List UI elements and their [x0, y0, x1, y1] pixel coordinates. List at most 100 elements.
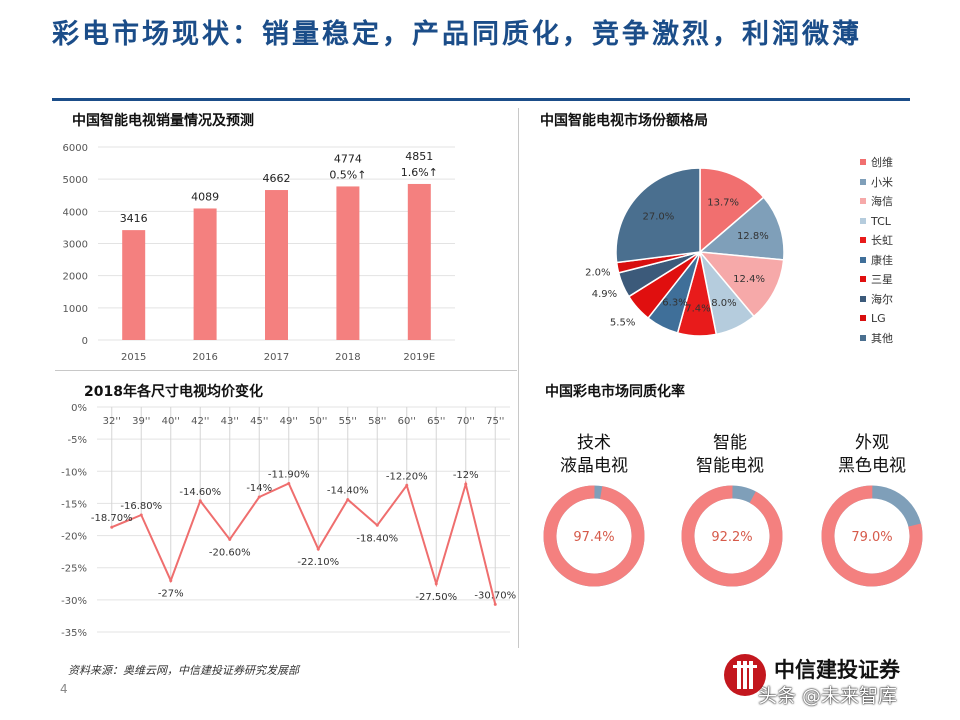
legend-item: 创维	[860, 156, 893, 170]
share-chart-title: 中国智能电视市场份额格局	[540, 113, 708, 129]
slice-label: 12.8%	[737, 231, 769, 242]
ring-value-label: 97.4%	[573, 530, 614, 545]
legend-label: 其他	[871, 331, 893, 345]
market-share-pie-chart: 13.7% 12.8% 12.4% 8.0%7.4%6.3% 5.5% 4.9% 2.0% 2…	[585, 167, 785, 337]
y-tick-label: 4000	[63, 207, 88, 218]
legend-swatch	[860, 198, 866, 204]
data-label: -27.50%	[415, 592, 457, 603]
data-label: -27%	[158, 589, 184, 600]
page-title: 彩电市场现状：销量稳定，产品同质化，竞争激烈，利润微薄	[52, 19, 862, 50]
legend-item: LG	[860, 312, 886, 326]
sales-chart-title: 中国智能电视销量情况及预测	[72, 113, 254, 129]
legend-label: TCL	[871, 214, 891, 228]
y-tick-label: -10%	[61, 467, 87, 478]
line-point	[287, 482, 291, 485]
line-point	[493, 602, 497, 606]
line-point	[375, 523, 379, 527]
bar	[407, 183, 431, 340]
slice-label: 13.7%	[707, 198, 739, 209]
ring-2-subject: 智能电视	[696, 456, 764, 476]
ring-arc	[681, 485, 783, 587]
homogenization-chart-title: 中国彩电市场同质化率	[545, 384, 685, 400]
vertical-divider	[518, 108, 519, 648]
data-label: -20.60%	[209, 547, 251, 558]
page-number: 4	[60, 682, 68, 696]
data-label: 4774	[334, 152, 362, 165]
legend-swatch	[860, 315, 866, 321]
legend-swatch	[860, 159, 866, 165]
line-point	[169, 579, 173, 583]
legend-item: 长虹	[860, 234, 893, 248]
line-point	[316, 547, 320, 551]
line-point	[139, 513, 143, 517]
legend-label: 康佳	[871, 253, 893, 267]
data-label: -14.60%	[179, 487, 221, 498]
data-label: -22.10%	[297, 557, 339, 568]
line-point	[228, 537, 232, 541]
slice-label: 7.4%	[685, 303, 710, 314]
y-tick-label: 2000	[63, 272, 88, 283]
data-label: -18.40%	[356, 533, 398, 544]
x-tick-label: 2019E	[403, 352, 435, 363]
slice-label: 6.3%	[662, 297, 687, 308]
line-point	[198, 499, 202, 503]
line-point	[346, 498, 350, 502]
data-label: 3416	[120, 212, 148, 225]
x-tick-label: 60''	[398, 416, 416, 427]
data-label: -14%	[246, 483, 272, 494]
x-tick-label: 40''	[162, 416, 180, 427]
line-point	[434, 582, 438, 586]
x-tick-label: 75''	[486, 416, 504, 427]
data-label: -16.80%	[120, 501, 162, 512]
x-tick-label: 43''	[221, 416, 239, 427]
pie-slice	[698, 196, 785, 261]
company-logo-icon	[724, 654, 766, 696]
ring-value-label: 92.2%	[711, 530, 752, 545]
bar	[265, 190, 288, 340]
data-label: -11.90%	[268, 470, 310, 481]
legend-item: 其他	[860, 332, 893, 346]
x-tick-label: 2017	[264, 352, 289, 363]
x-tick-label: 55''	[339, 416, 357, 427]
x-tick-label: 2016	[192, 352, 217, 363]
x-tick-label: 50''	[309, 416, 327, 427]
y-tick-label: 1000	[63, 304, 88, 315]
y-tick-label: 0%	[71, 403, 87, 414]
bar	[122, 230, 146, 340]
data-label: -14.40%	[327, 486, 369, 497]
legend-item: 海信	[860, 195, 893, 209]
legend-swatch	[860, 217, 866, 224]
data-label: -30.70%	[474, 590, 516, 601]
line-point	[110, 525, 114, 529]
legend-label: 三星	[871, 273, 893, 286]
data-label: -18.70%	[91, 513, 133, 524]
price-change-line	[111, 480, 497, 605]
pie-slice	[698, 251, 785, 318]
y-tick-label: -15%	[61, 499, 87, 510]
line-point	[464, 482, 468, 486]
x-tick-label: 32''	[103, 416, 121, 427]
watermark: 头条 @未来智库	[758, 685, 898, 707]
y-tick-label: -20%	[61, 532, 87, 543]
pie-slice	[615, 167, 701, 264]
legend-item: 小米	[860, 176, 893, 190]
legend-label: 长虹	[871, 234, 893, 247]
x-tick-label: 2015	[121, 352, 146, 363]
y-tick-label: 6000	[63, 143, 88, 154]
legend-swatch	[860, 295, 866, 302]
bar	[193, 208, 217, 340]
ring-1-subject: 液晶电视	[560, 456, 628, 476]
y-tick-label: -30%	[61, 596, 87, 607]
slice-label: 2.0%	[585, 267, 610, 278]
x-tick-label: 49''	[280, 416, 298, 427]
legend-label: 海信	[871, 195, 893, 208]
title-divider	[52, 98, 910, 101]
ring-2-category: 智能	[713, 433, 747, 453]
legend-label: 创维	[871, 156, 893, 169]
pie-slice	[699, 167, 765, 254]
source-note: 资料来源：奥维云网，中信建投证券研究发展部	[68, 664, 299, 677]
data-label: 4089	[191, 190, 219, 203]
x-tick-label: 42''	[191, 416, 209, 427]
legend-swatch	[860, 334, 866, 341]
legend-swatch	[860, 178, 866, 185]
